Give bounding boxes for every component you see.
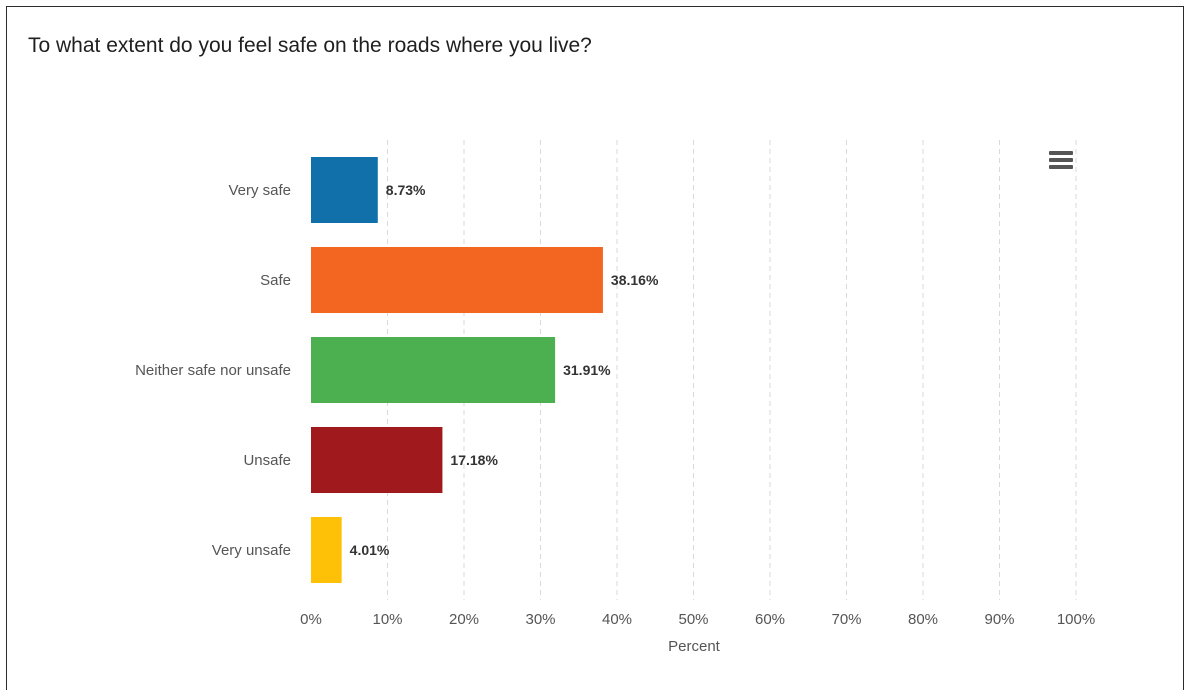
data-label: 17.18%: [450, 452, 498, 468]
data-label: 4.01%: [350, 542, 390, 558]
bars: [311, 157, 603, 583]
bar[interactable]: [311, 427, 443, 493]
x-tick-label: 90%: [984, 611, 1014, 628]
x-tick-label: 80%: [908, 611, 938, 628]
x-tick-label: 100%: [1057, 611, 1095, 628]
labels: 0% 10% 20% 30% 40% 50% 60% 70% 80% 90% 100% Very sa…: [135, 182, 1095, 628]
data-label: 38.16%: [611, 272, 659, 288]
bar[interactable]: [311, 247, 603, 313]
x-tick-label: 30%: [525, 611, 555, 628]
category-label: Safe: [260, 272, 291, 289]
chart-title: To what extent do you feel safe on the r…: [28, 34, 592, 57]
x-tick-label: 70%: [831, 611, 861, 628]
category-label: Very safe: [228, 182, 291, 199]
x-axis-title: Percent: [668, 638, 721, 655]
bar[interactable]: [311, 337, 556, 403]
x-tick-label: 50%: [678, 611, 708, 628]
x-tick-label: 60%: [755, 611, 785, 628]
category-label: Neither safe nor unsafe: [135, 362, 291, 379]
x-tick-label: 40%: [602, 611, 632, 628]
x-tick-label: 0%: [300, 611, 322, 628]
category-label: Very unsafe: [212, 542, 291, 559]
chart-frame: [6, 6, 1184, 690]
x-tick-label: 10%: [372, 611, 402, 628]
bar[interactable]: [311, 157, 378, 223]
x-tick-label: 20%: [449, 611, 479, 628]
data-label: 31.91%: [563, 362, 611, 378]
hamburger-menu-icon[interactable]: [1049, 150, 1073, 170]
category-label: Unsafe: [243, 452, 291, 469]
bar[interactable]: [311, 517, 342, 583]
data-label: 8.73%: [386, 182, 426, 198]
